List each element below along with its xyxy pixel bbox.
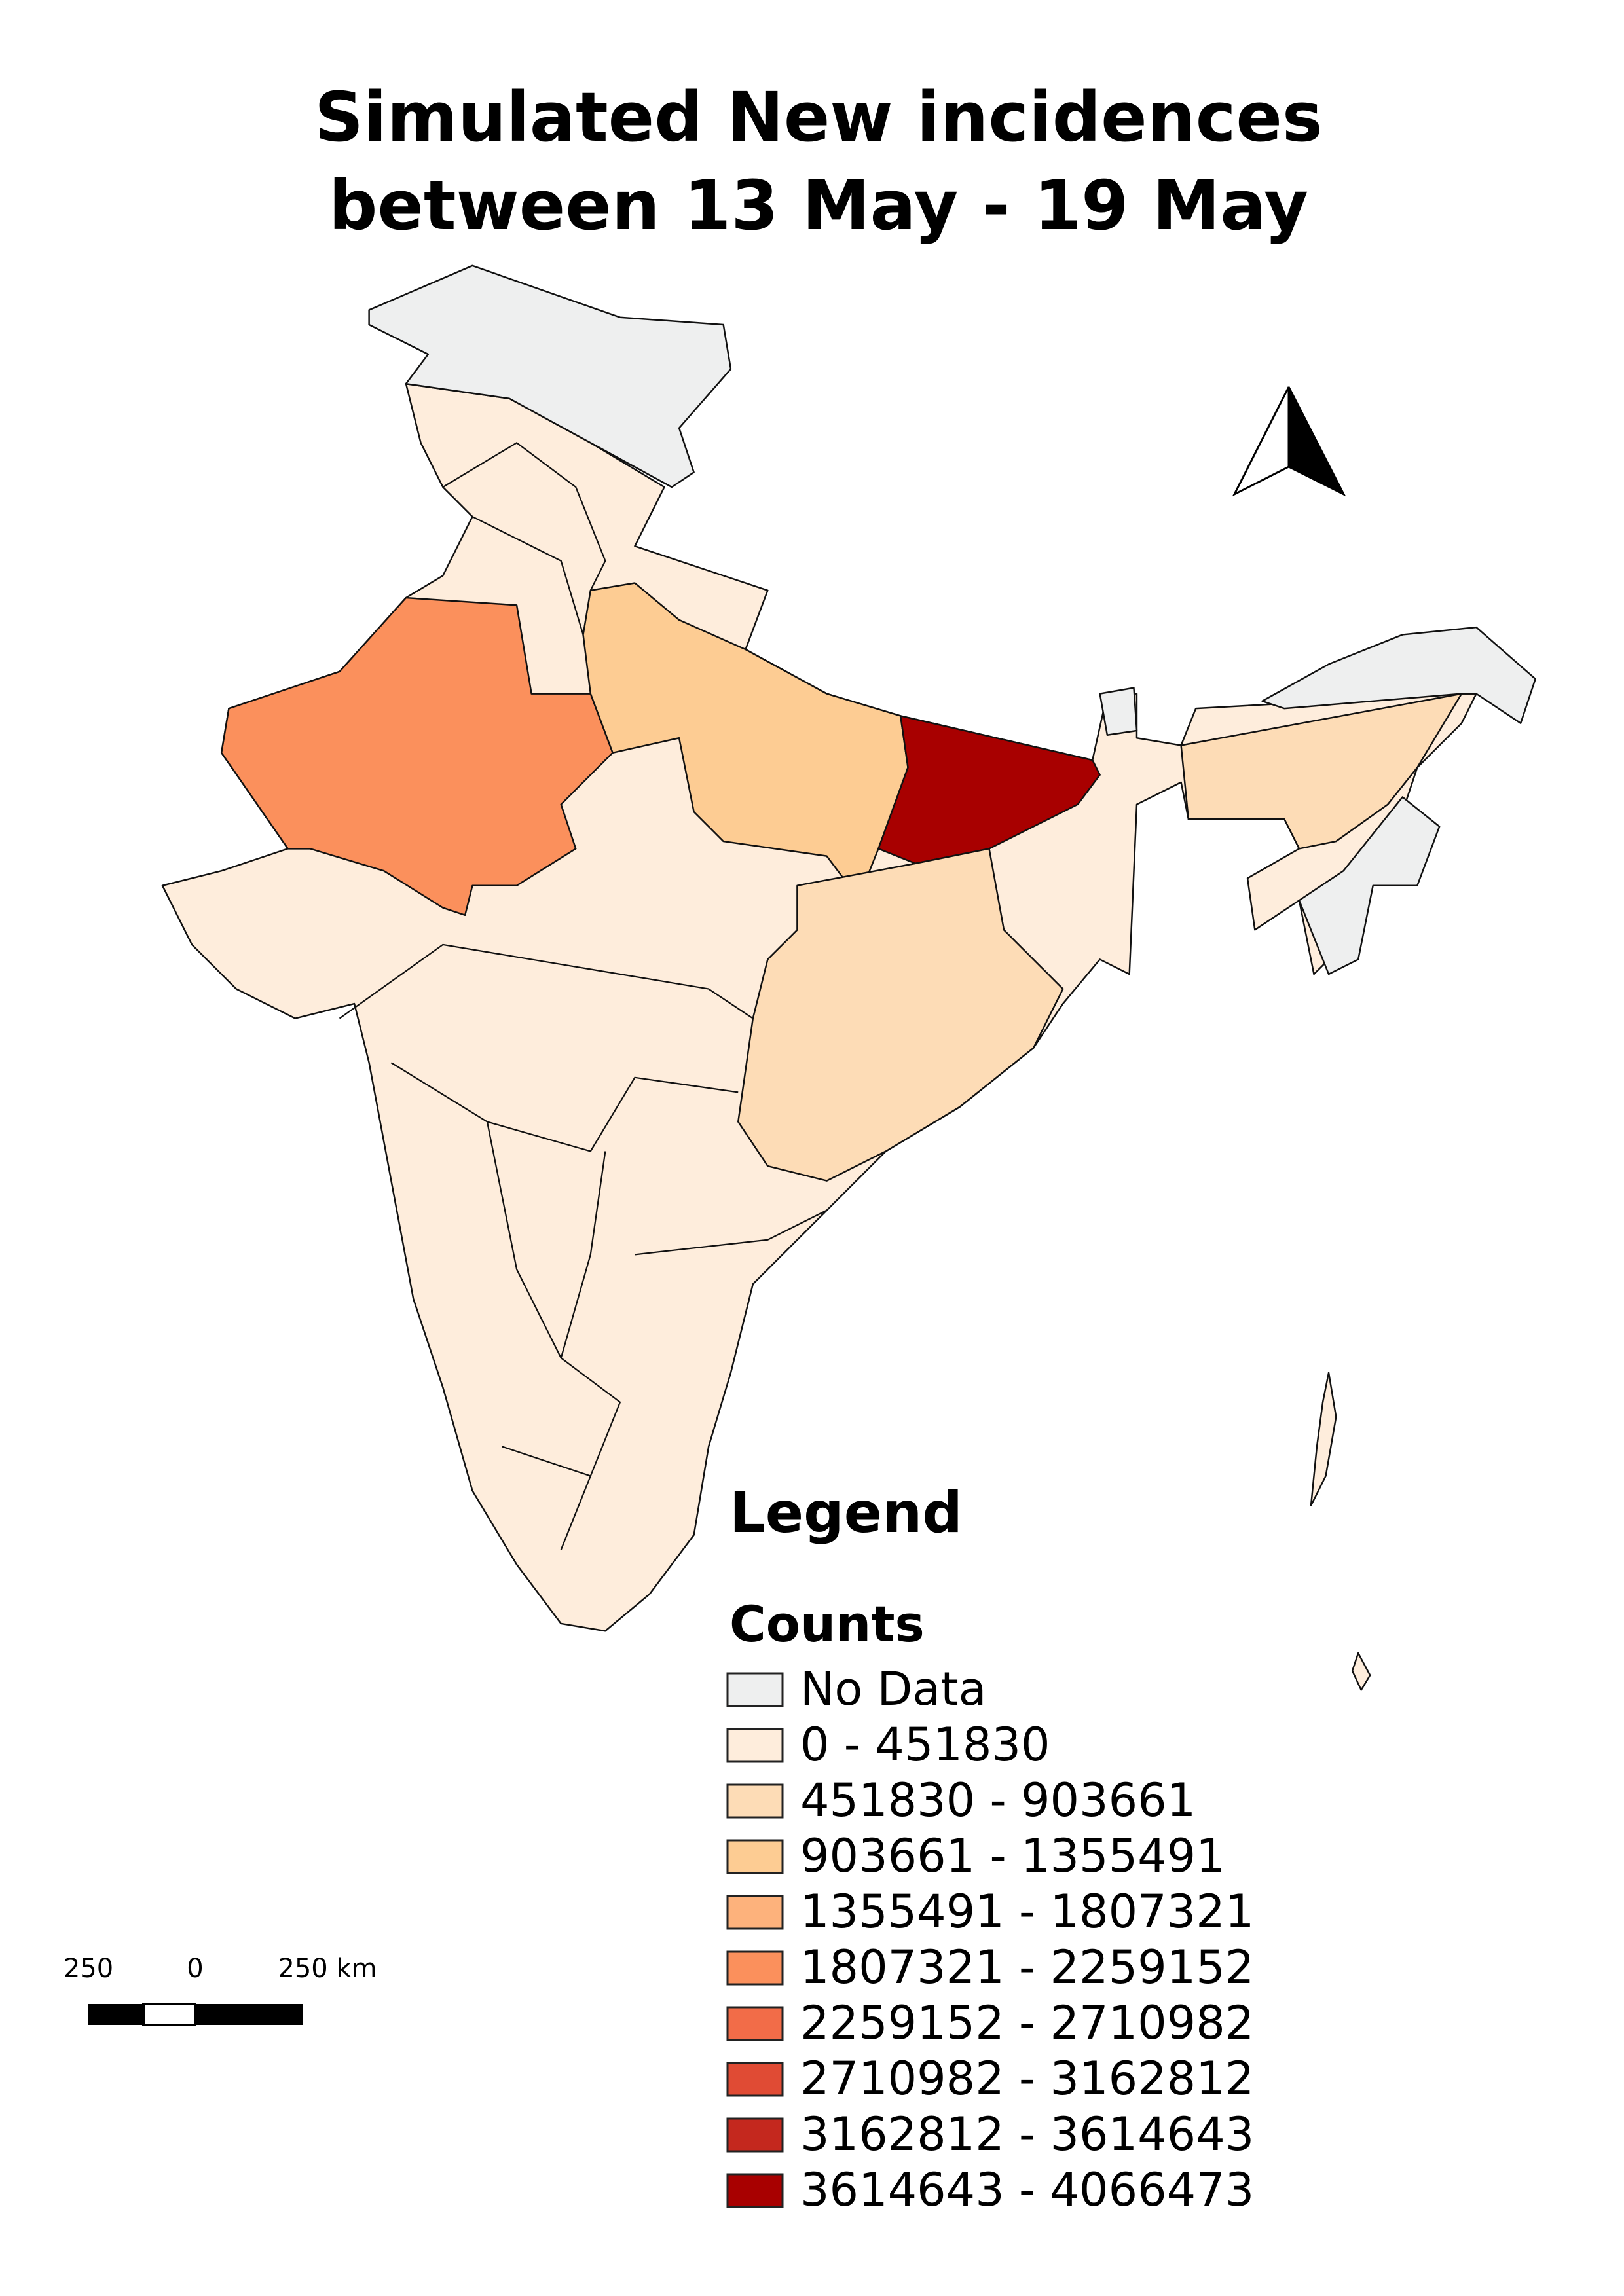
sikkim xyxy=(1099,687,1138,736)
legend-label: 1355491 - 1807321 xyxy=(800,1885,1254,1939)
legend-subtitle: Counts xyxy=(729,1595,925,1653)
north-arrow xyxy=(1232,386,1346,497)
legend-swatch xyxy=(726,2062,784,2097)
india-map xyxy=(161,264,1536,1691)
legend-label: 451830 - 903661 xyxy=(800,1774,1196,1827)
legend-swatch xyxy=(726,1950,784,1986)
legend-label: 3614643 - 4066473 xyxy=(800,2163,1254,2217)
state-borders xyxy=(339,441,828,1550)
legend-label: No Data xyxy=(800,1662,987,1716)
legend-swatch xyxy=(726,1672,784,1707)
scale-label: 250 km xyxy=(278,1954,377,1984)
legend-label: 1807321 - 2259152 xyxy=(800,1941,1254,1994)
title-line: Simulated New incidences xyxy=(314,77,1323,157)
scale-label: 250 xyxy=(64,1954,113,1984)
legend-swatch xyxy=(726,1839,784,1874)
legend-swatch xyxy=(726,2117,784,2153)
scale-bar: 250 0 250 km xyxy=(64,1954,377,2026)
legend-title: Legend xyxy=(729,1480,963,1546)
legend-label: 903661 - 1355491 xyxy=(800,1829,1225,1883)
andaman-islands xyxy=(1310,1372,1371,1691)
legend-label: 2259152 - 2710982 xyxy=(800,1996,1254,2050)
legend-swatch xyxy=(726,2006,784,2041)
scale-label: 0 xyxy=(187,1954,203,1984)
legend-swatch xyxy=(726,1783,784,1819)
east-central-states xyxy=(737,848,1064,1182)
legend-swatch xyxy=(726,1728,784,1763)
assam xyxy=(1180,693,1463,850)
north-east-states xyxy=(1298,796,1441,975)
jammu-kashmir xyxy=(368,264,732,488)
arunachal xyxy=(1261,626,1536,724)
title-line: between 13 May - 19 May xyxy=(329,166,1308,246)
legend-label: 3162812 - 3614643 xyxy=(800,2107,1254,2161)
legend-label: 2710982 - 3162812 xyxy=(800,2052,1254,2105)
legend-label: 0 - 451830 xyxy=(800,1718,1050,1772)
legend-swatch xyxy=(726,1895,784,1930)
legend-swatch xyxy=(726,2173,784,2208)
